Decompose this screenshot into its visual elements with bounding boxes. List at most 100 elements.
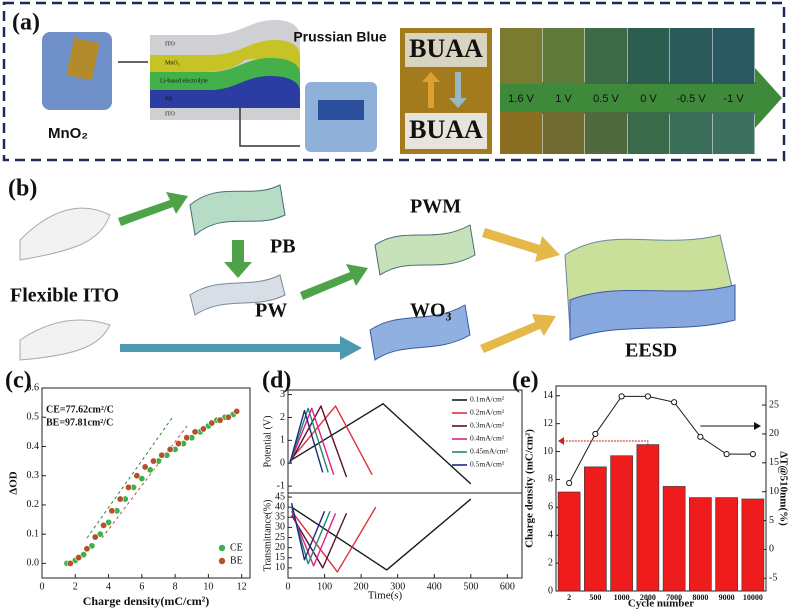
data-point [208, 419, 216, 427]
y-tick-label: 0.2 [27, 499, 40, 510]
x-tick-label: 200 [354, 581, 369, 592]
data-line [289, 403, 472, 485]
data-point [224, 413, 232, 421]
bar [715, 497, 738, 592]
y-tick-label: 15 [769, 457, 779, 468]
y-tick-label: 25 [769, 399, 779, 410]
x-tick-label: 600 [500, 581, 515, 592]
y-tick-label: 0 [548, 585, 553, 596]
arrow [480, 314, 556, 353]
pb-label: Prussian Blue [293, 29, 387, 45]
y2-axis-label: ΔT@510nm(%) [777, 451, 789, 526]
bar [741, 498, 765, 592]
layer-label: ITO [165, 41, 176, 47]
data-line [291, 510, 337, 567]
data-point [749, 451, 756, 458]
x-axis-label: Cycle number [628, 598, 694, 610]
data-point [91, 533, 99, 541]
data-point [125, 483, 133, 491]
data-point [174, 440, 182, 448]
color-swatch [627, 112, 670, 154]
x-tick-label: 0 [40, 581, 45, 592]
y-tick-label: 25 [275, 532, 285, 543]
data-point [133, 472, 141, 480]
x-tick-label: 7000 [666, 593, 682, 602]
color-swatch [712, 112, 755, 154]
data-line [289, 409, 324, 473]
y-tick-label: 10 [275, 562, 285, 573]
voltage-strip: 1.6 V 1 V 0.5 V 0 V -0.5 V -1 V [500, 28, 782, 154]
legend-label: 0.45mA/cm² [470, 447, 509, 456]
y-tick-label: 0.5 [27, 412, 40, 423]
y-tick-label: 3 [280, 389, 285, 400]
substrate [19, 319, 111, 361]
plot-frame [41, 387, 251, 579]
arrow [120, 336, 362, 360]
x-tick-label: 300 [390, 581, 405, 592]
film-eesd [569, 284, 736, 341]
y-tick-label: 12 [543, 418, 553, 429]
panel-label: (e) [512, 368, 539, 394]
data-point [100, 521, 108, 529]
color-swatch [500, 28, 542, 84]
x-tick-label: 2000 [640, 593, 656, 602]
x-tick-label: 0 [286, 581, 291, 592]
bar [610, 455, 633, 592]
arrow [239, 108, 300, 147]
data-point [618, 393, 625, 400]
logo-text: BUAA [409, 115, 483, 144]
arrow [564, 440, 649, 448]
color-swatch [712, 28, 755, 84]
logo-text: BUAA [409, 34, 483, 63]
y-tick-label: 0.3 [27, 470, 40, 481]
bar [662, 486, 686, 592]
y-tick-label: 4 [548, 530, 553, 541]
x-tick-label: 6 [139, 581, 144, 592]
y-tick-label: 14 [543, 390, 553, 401]
layer-label: MnO₂ [165, 60, 180, 66]
arrow [422, 72, 440, 108]
arrow [300, 264, 368, 300]
data-point [592, 430, 599, 438]
x-tick-label: 1000 [614, 593, 630, 602]
film [318, 100, 364, 120]
voltage-label: 0 V [640, 93, 657, 105]
data-line [289, 407, 329, 473]
color-swatch [542, 112, 585, 154]
data-line [291, 498, 472, 571]
color-swatch [542, 28, 585, 84]
data-point [216, 416, 224, 424]
data-line [291, 512, 348, 569]
color-swatch [670, 28, 712, 84]
data-point [66, 559, 74, 567]
layer-label: ITO [165, 111, 176, 117]
plot-frame [555, 385, 767, 592]
x-tick-label: 4 [106, 581, 111, 592]
data-line [568, 395, 753, 484]
data-point [83, 545, 91, 553]
logo-bg [405, 113, 487, 149]
y-tick-label: 20 [275, 542, 285, 553]
material-label: MnO₂ [48, 125, 88, 142]
data-point [191, 428, 199, 436]
color-swatch [585, 112, 627, 154]
annotation: CE=77.62cm²/C [46, 404, 114, 415]
color-swatch [500, 112, 542, 154]
y-tick-label: 0 [280, 458, 285, 469]
y-tick-label: 0.0 [27, 558, 40, 569]
film [66, 37, 100, 81]
y-tick-label: 0.6 [27, 382, 40, 393]
legend-label: CE [230, 542, 243, 553]
y-tick-label: 8 [548, 474, 553, 485]
color-swatch [670, 112, 712, 154]
annotation: BE=97.81cm²/C [46, 417, 113, 428]
layer-label: Li-based electrolyte [160, 78, 208, 84]
data-point [116, 495, 124, 503]
x-tick-label: 2 [73, 581, 78, 592]
data-point [149, 457, 157, 465]
data-point [723, 451, 730, 458]
data-point [75, 554, 83, 562]
y-tick-label: 1 [280, 435, 285, 446]
dashed-frame [2, 1, 786, 162]
node-label: WO₃ [410, 300, 452, 322]
